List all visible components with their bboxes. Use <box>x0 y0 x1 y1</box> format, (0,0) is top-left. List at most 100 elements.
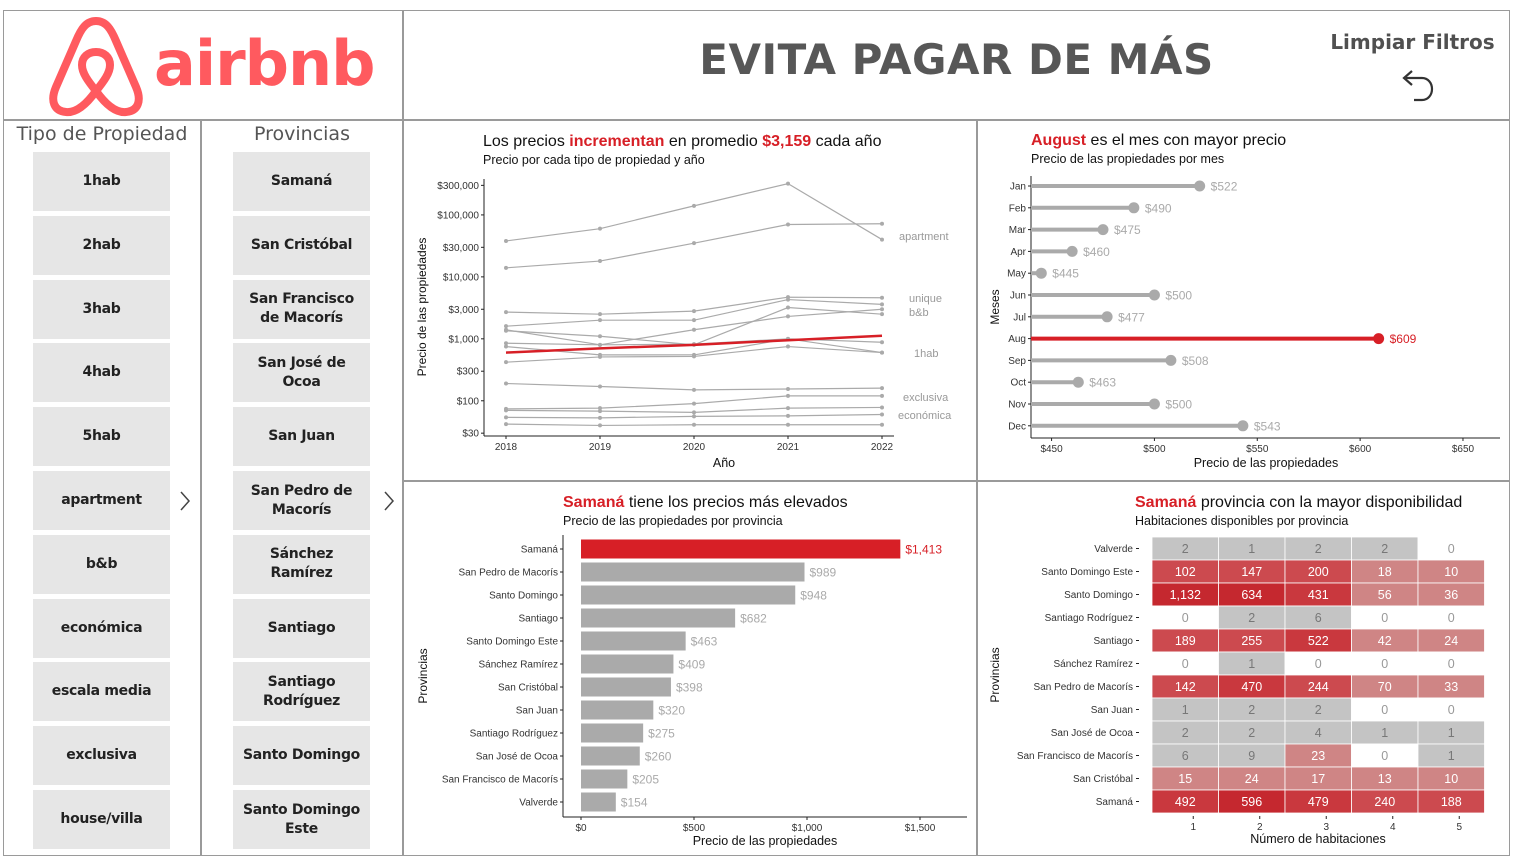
airbnb-belo-icon <box>49 17 143 117</box>
chevron-right-icon[interactable] <box>178 490 192 512</box>
clear-filters-label[interactable]: Limpiar Filtros <box>1330 30 1495 54</box>
cell-label: 42 <box>1378 634 1392 648</box>
x-tick-label: 2020 <box>683 442 706 453</box>
y-tick-label: $100,000 <box>437 210 479 221</box>
series-point <box>880 237 884 242</box>
lollipop-dot <box>1194 180 1206 192</box>
property-type-escala-media[interactable]: escala media <box>33 662 170 722</box>
series-point <box>598 334 602 339</box>
series-point <box>598 406 602 411</box>
property-type-slicer-title: Tipo de Propiedad <box>16 123 188 145</box>
cell-label: 0 <box>1448 657 1455 671</box>
series-point <box>504 238 508 243</box>
chart-subtitle: Precio por cada tipo de propiedad y año <box>483 153 705 167</box>
lollipop-dot <box>1072 376 1084 388</box>
series-point <box>692 401 696 406</box>
bar <box>581 631 686 651</box>
x-tick-label: $0 <box>575 823 587 834</box>
series-point <box>598 226 602 231</box>
bar <box>581 677 671 697</box>
logo-text: airbnb <box>154 27 376 100</box>
property-type-apartment[interactable]: apartment <box>33 471 170 530</box>
property-type-5hab[interactable]: 5hab <box>33 407 170 467</box>
value-label: $475 <box>1114 223 1141 237</box>
chart-panel-availability: Samaná provincia con la mayor disponibil… <box>977 481 1510 856</box>
cell-label: 596 <box>1241 795 1262 809</box>
y-tick-label: Sep <box>1008 356 1026 367</box>
y-tick-label: San Cristóbal <box>1073 774 1133 785</box>
series-point <box>598 415 602 420</box>
cell-label: 1,132 <box>1170 588 1201 602</box>
chart-title: August es el mes con mayor precio <box>1031 132 1286 149</box>
series-point <box>504 341 508 346</box>
series-point <box>504 408 508 413</box>
chart-subtitle: Habitaciones disponibles por provincia <box>1135 514 1348 528</box>
y-tick-label: San Francisco de Macorís <box>1017 751 1133 762</box>
series-label: unique <box>909 293 942 305</box>
y-tick-label: Santiago <box>519 614 559 625</box>
yearly-price-line-chart: Los precios incrementan en promedio $3,1… <box>415 133 952 470</box>
cell-label: 0 <box>1381 657 1388 671</box>
series-point <box>786 413 790 418</box>
lollipop-dot <box>1373 333 1385 345</box>
series-point <box>880 393 884 398</box>
province-sanchez-ramirez[interactable]: Sánchez Ramírez <box>233 534 370 594</box>
cell-label: 2 <box>1381 542 1388 556</box>
series-point <box>598 259 602 264</box>
property-type-house-villa[interactable]: house/villa <box>33 790 170 849</box>
chevron-right-icon[interactable] <box>382 490 396 512</box>
series-point <box>598 312 602 317</box>
y-tick-label: Santo Domingo <box>1064 590 1133 601</box>
cell-label: 522 <box>1308 634 1329 648</box>
province-san-jose-de-ocoa[interactable]: San José de Ocoa <box>233 343 370 403</box>
x-tick-label: $1,500 <box>905 823 936 834</box>
series-point <box>504 327 508 332</box>
province-san-juan[interactable]: San Juan <box>233 407 370 467</box>
cell-label: 0 <box>1381 749 1388 763</box>
x-axis-label: Precio de las propiedades <box>693 834 838 848</box>
cell-label: 15 <box>1178 772 1192 786</box>
property-type-2hab[interactable]: 2hab <box>33 215 170 275</box>
province-san-francisco-de-macoris[interactable]: San Francisco de Macorís <box>233 279 370 339</box>
cell-label: 6 <box>1182 749 1189 763</box>
y-tick-label: San José de Ocoa <box>1051 728 1134 739</box>
province-samana[interactable]: Samaná <box>233 152 370 211</box>
series-label: 1hab <box>914 348 938 360</box>
x-tick-label: 2022 <box>871 442 894 453</box>
province-santo-domingo[interactable]: Santo Domingo <box>233 726 370 786</box>
property-type-1hab[interactable]: 1hab <box>33 152 170 211</box>
province-santo-domingo-este[interactable]: Santo Domingo Este <box>233 790 370 849</box>
series-point <box>692 422 696 427</box>
property-type-economica[interactable]: económica <box>33 598 170 658</box>
cell-label: 1 <box>1448 726 1455 740</box>
bar <box>581 700 654 720</box>
series-point <box>880 302 884 307</box>
series-line <box>505 182 883 242</box>
series-point <box>880 350 884 355</box>
undo-icon[interactable] <box>1396 66 1436 106</box>
property-type-4hab[interactable]: 4hab <box>33 343 170 403</box>
cell-label: 255 <box>1241 634 1262 648</box>
value-label: $154 <box>621 796 648 810</box>
availability-heatmap: Samaná provincia con la mayor disponibil… <box>988 494 1485 846</box>
bar <box>581 746 640 766</box>
bar <box>581 585 796 605</box>
lollipop-dot <box>1101 311 1113 323</box>
property-type-b-b[interactable]: b&b <box>33 534 170 594</box>
y-tick-label: San Juan <box>1091 705 1133 716</box>
y-tick-label: Sánchez Ramírez <box>1054 659 1133 670</box>
province-san-cristobal[interactable]: San Cristóbal <box>233 215 370 275</box>
cell-label: 492 <box>1175 795 1196 809</box>
cell-label: 470 <box>1241 680 1262 694</box>
property-type-3hab[interactable]: 3hab <box>33 279 170 339</box>
y-tick-label: Apr <box>1010 247 1026 258</box>
y-tick-label: San Francisco de Macorís <box>442 775 558 786</box>
property-type-exclusiva[interactable]: exclusiva <box>33 726 170 786</box>
province-santiago[interactable]: Santiago <box>233 598 370 658</box>
bar <box>581 769 628 789</box>
logo-panel: airbnb <box>3 10 403 120</box>
province-santiago-rodriguez[interactable]: Santiago Rodríguez <box>233 662 370 722</box>
cell-label: 0 <box>1381 703 1388 717</box>
province-san-pedro-de-macoris[interactable]: San Pedro de Macorís <box>233 471 370 530</box>
value-label: $320 <box>658 704 685 718</box>
